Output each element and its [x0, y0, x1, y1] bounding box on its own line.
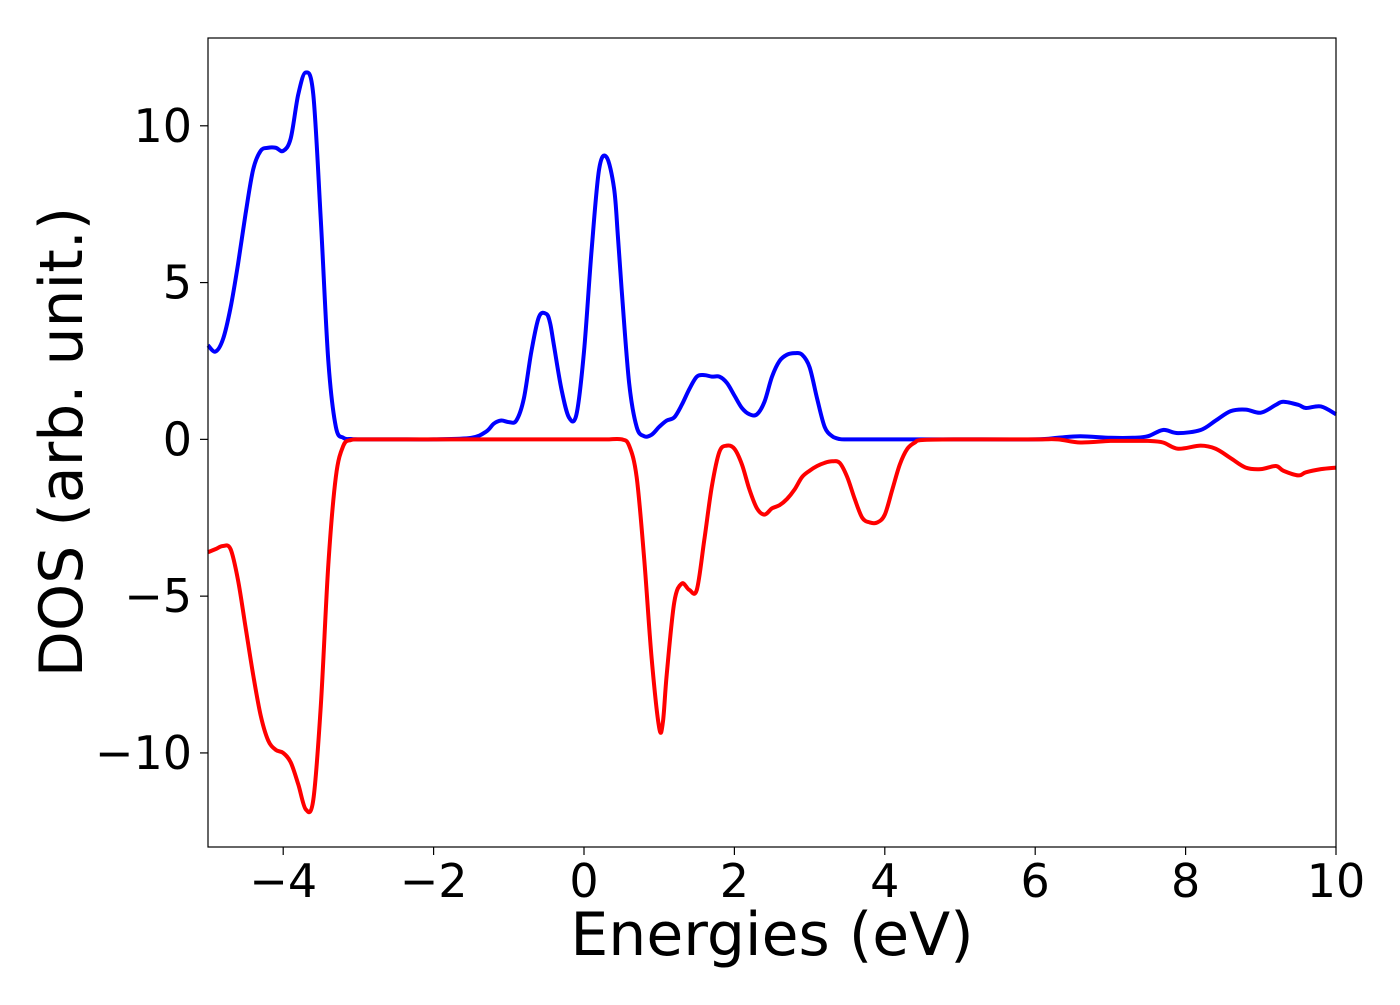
y-axis: 10 5 0 −5 −10 [95, 99, 208, 780]
x-axis-title: Energies (eV) [570, 900, 973, 970]
plot-frame [207, 37, 1337, 848]
y-tick-label: −10 [95, 726, 192, 780]
y-tick-label: 5 [163, 256, 192, 310]
x-tick-label: −2 [400, 854, 468, 908]
series-line-2 [207, 436, 1337, 815]
y-axis-title: DOS (arb. unit.) [27, 207, 97, 677]
x-tick-label: 0 [569, 854, 598, 908]
y-tick-label: 0 [163, 412, 192, 466]
x-tick-label: 4 [870, 854, 899, 908]
x-tick-label: 6 [1021, 854, 1050, 908]
x-tick-label: −4 [249, 854, 317, 908]
y-tick-label: 10 [133, 99, 192, 153]
y-tick-label: −5 [124, 569, 192, 623]
x-tick-label: 10 [1307, 854, 1366, 908]
x-axis: −4 −2 0 2 4 6 8 10 [249, 847, 1365, 908]
series-layer [206, 70, 1337, 815]
x-tick-label: 2 [720, 854, 749, 908]
x-tick-label: 8 [1171, 854, 1200, 908]
